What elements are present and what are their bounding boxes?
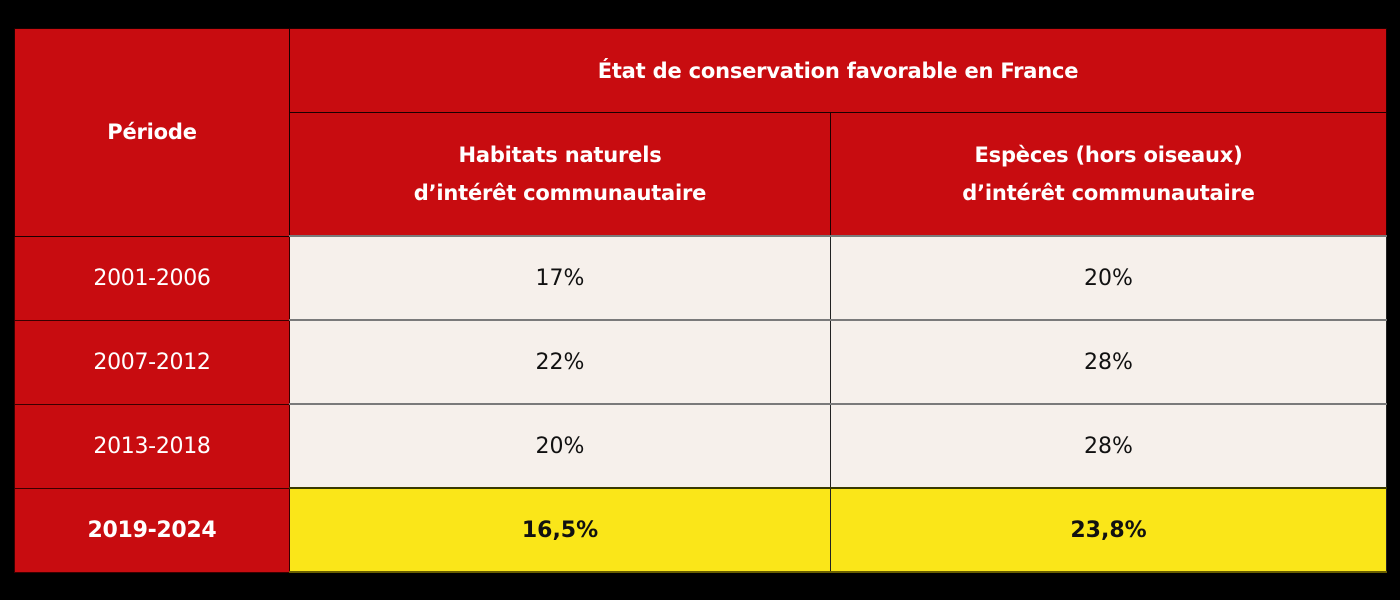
habitats-header-line1: Habitats naturels [458, 143, 662, 167]
header-row-group: Période État de conservation favorable e… [14, 28, 1388, 237]
especes-value: 23,8% [829, 487, 1388, 573]
habitats-value: 17% [289, 235, 831, 321]
conservation-table-container: Période État de conservation favorable e… [14, 28, 1388, 573]
habitats-header-line2: d’intérêt communautaire [413, 181, 707, 205]
especes-column-header: Espèces (hors oiseaux) d’intérêt communa… [829, 112, 1388, 237]
table-row: 2013-2018 20% 28% [14, 403, 1388, 489]
habitats-column-header: Habitats naturels d’intérêt communautair… [289, 112, 831, 237]
especes-value: 28% [829, 403, 1388, 489]
habitats-value: 16,5% [289, 487, 831, 573]
table-row: 2001-2006 17% 20% [14, 235, 1388, 321]
habitats-value: 22% [289, 319, 831, 405]
conservation-status-table: Période État de conservation favorable e… [14, 28, 1388, 573]
habitats-value: 20% [289, 403, 831, 489]
period-cell: 2007-2012 [14, 319, 290, 405]
period-header: Période [14, 28, 290, 237]
group-header: État de conservation favorable en France [288, 28, 1388, 113]
especes-header-line2: d’intérêt communautaire [962, 181, 1255, 205]
table-row: 2007-2012 22% 28% [14, 319, 1388, 405]
especes-header-line1: Espèces (hors oiseaux) [974, 143, 1243, 167]
period-cell: 2001-2006 [14, 235, 290, 321]
period-cell: 2013-2018 [14, 403, 290, 489]
table-row-highlighted: 2019-2024 16,5% 23,8% [14, 487, 1388, 573]
especes-value: 20% [829, 235, 1388, 321]
period-cell: 2019-2024 [14, 487, 290, 573]
header-row-columns: Habitats naturels d’intérêt communautair… [15, 112, 1388, 237]
especes-value: 28% [829, 319, 1388, 405]
